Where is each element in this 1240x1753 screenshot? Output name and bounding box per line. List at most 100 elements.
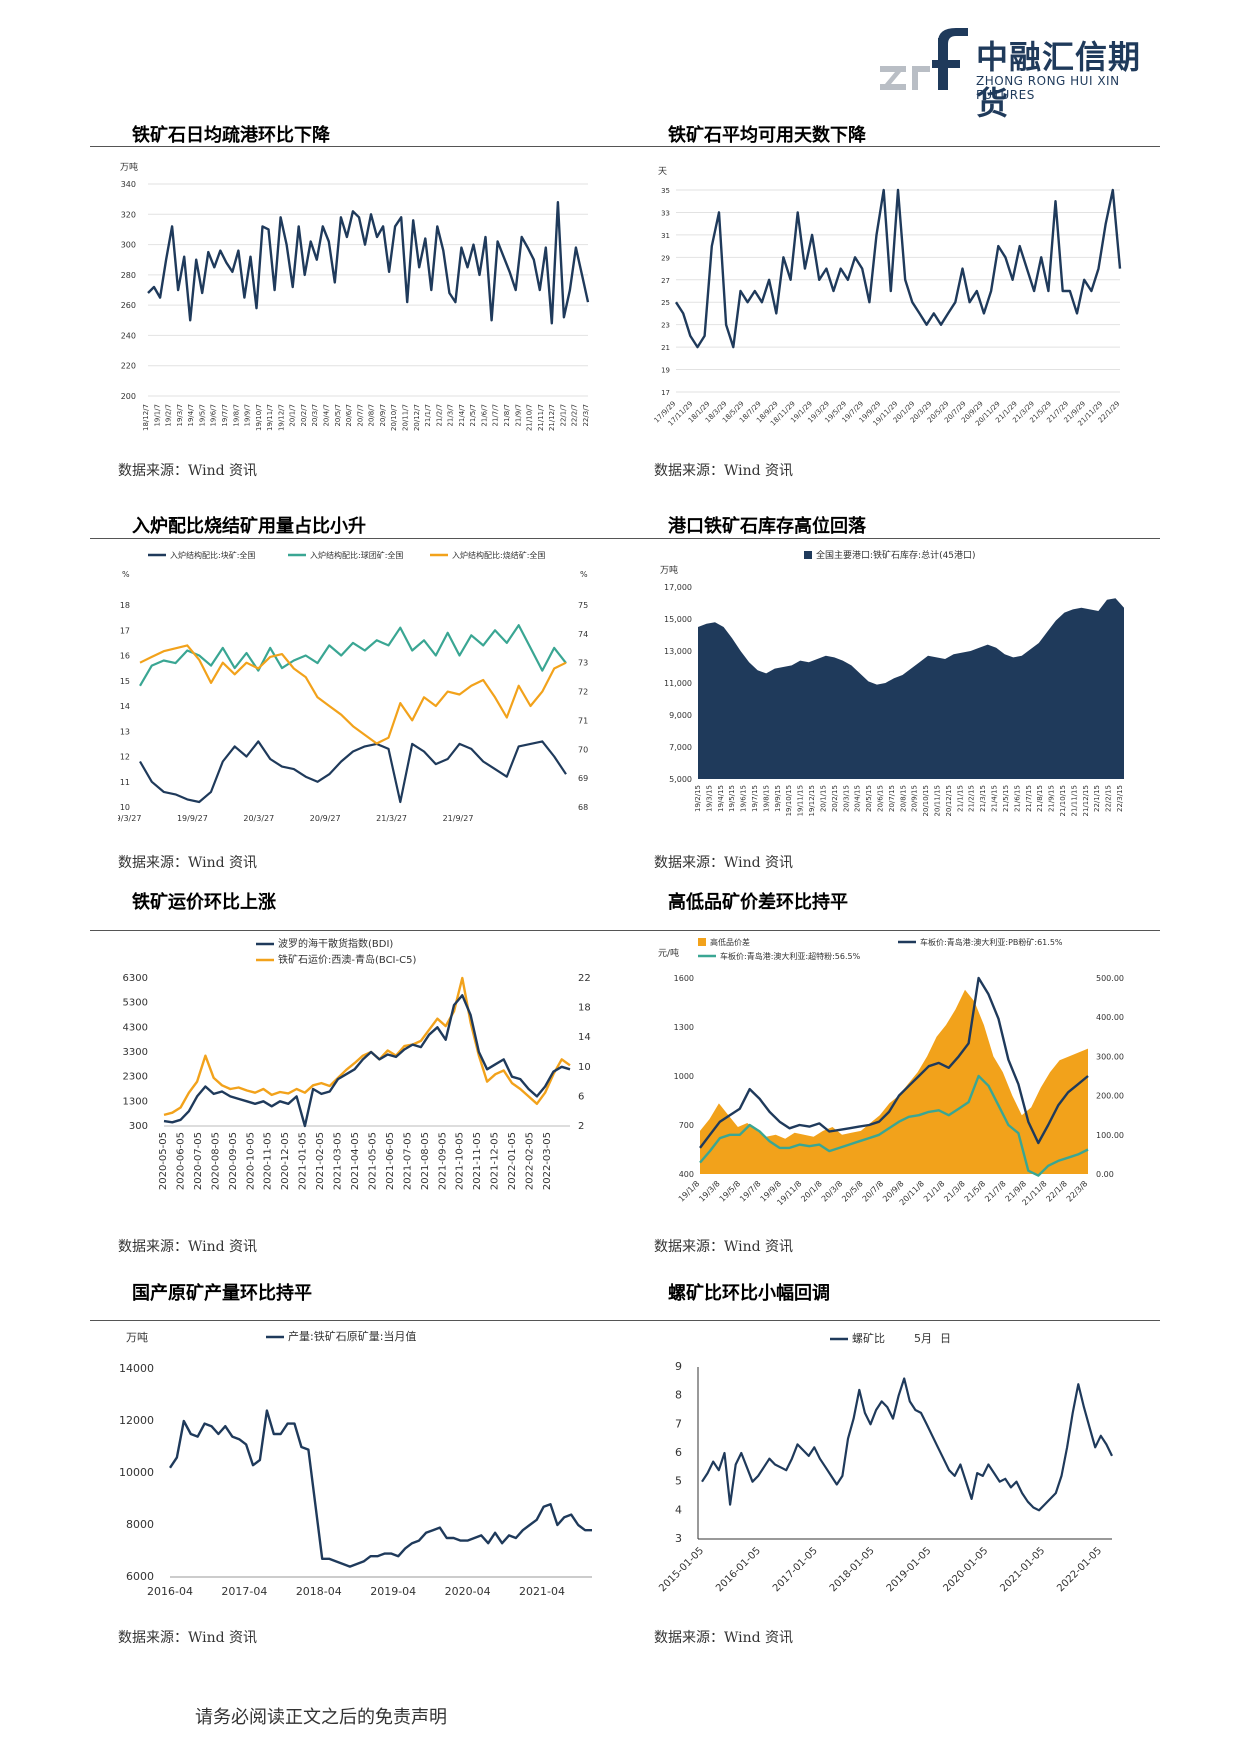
- chart-available-days: 天 17 19 21 23 25 27 29 31 33 35 17/9/29 17/11/29 18/1…: [654, 160, 1134, 445]
- y-tick-label: 16: [120, 652, 130, 661]
- x-tick-label: 19/6/7: [210, 404, 218, 427]
- y-tick-label: 3300: [123, 1047, 148, 1058]
- x-tick-label: 2020-09-05: [228, 1132, 239, 1190]
- series-line: [163, 994, 571, 1128]
- chart-grade-spread: 高低品价差 车板价:青岛港:澳大利亚:PB粉矿:61.5% 车板价:青岛港:澳大利亚…: [654, 934, 1134, 1224]
- series-line: [699, 976, 1089, 1149]
- y-tick-label: 18: [120, 601, 130, 610]
- y-tick-label: 340: [121, 180, 136, 189]
- y-tick-label: 71: [578, 716, 588, 725]
- x-tick-label: 19/2/15: [694, 785, 702, 812]
- x-tick-label: 22/1/8: [1044, 1179, 1069, 1204]
- chart-shipments: 万吨 200 220 240 260 280 300 320 340 18/12/7 19/1/7 1…: [118, 160, 598, 445]
- x-tick-label: 21/1/7: [424, 404, 432, 427]
- y-tick-label: 75: [578, 601, 588, 610]
- panel-title-8: 螺矿比环比小幅回调: [668, 1283, 830, 1304]
- y-tick-label: 10000: [119, 1466, 154, 1479]
- legend-label: 入炉结构配比:球团矿:全国: [310, 550, 403, 560]
- x-tick-label: 2021-09-05: [437, 1132, 448, 1190]
- x-tick-label: 20/9/7: [379, 404, 387, 427]
- panel-title-3: 入炉配比烧结矿用量占比小升: [132, 516, 366, 537]
- series-area: [698, 598, 1124, 779]
- y-tick-label: 400: [679, 1170, 694, 1179]
- x-tick-label: 19/5/8: [718, 1179, 743, 1204]
- x-tick-label: 21/4/7: [458, 404, 466, 427]
- series-line: [169, 1409, 592, 1568]
- x-tick-label: 19/1/8: [677, 1179, 702, 1204]
- x-tick-label: 21/4/15: [991, 785, 999, 812]
- x-tick-label: 2020-06-05: [176, 1132, 187, 1190]
- x-tick-label: 21/5/7: [469, 404, 477, 427]
- axis-unit: 天: [658, 167, 667, 177]
- x-tick-label: 19/1/7: [153, 404, 161, 427]
- x-tick-label: 20/6/15: [877, 785, 885, 812]
- y-tick-label: 200.00: [1096, 1092, 1124, 1101]
- series-line: [139, 624, 567, 687]
- chart-svg: 螺矿比 5月 日 3 4 5 6 7 8 9 2015-01-05 2016-01-05 2017-01…: [657, 1332, 1113, 1594]
- x-tick-label: 20/3/15: [842, 785, 850, 812]
- data-source-1: 数据来源：Wind 资讯: [118, 463, 258, 479]
- y-tick-label: 9,000: [669, 711, 692, 720]
- y-tick-label: 17: [120, 626, 130, 635]
- y-tick-label: 3: [675, 1532, 682, 1545]
- y-tick-label: 11: [120, 778, 130, 787]
- legend-swatch: [804, 551, 812, 559]
- data-source-3: 数据来源：Wind 资讯: [118, 855, 258, 871]
- y-tick-label: 5300: [123, 998, 148, 1009]
- legend-label: 螺矿比: [852, 1332, 885, 1345]
- x-tick-label: 2016-04: [147, 1585, 193, 1598]
- x-tick-label: 20/4/15: [854, 785, 862, 812]
- x-tick-label: 19/12/15: [808, 785, 816, 816]
- chart-furnace-ratio: 入炉结构配比:块矿:全国 入炉结构配比:球团矿:全国 入炉结构配比:烧结矿:全国%%…: [118, 545, 598, 830]
- x-tick-label: 22/3/7: [582, 404, 590, 427]
- y-tick-label: 6300: [123, 973, 148, 984]
- series-line: [139, 644, 567, 745]
- series-line: [674, 188, 1122, 349]
- y-tick-label: 6: [578, 1091, 584, 1102]
- legend-label: 铁矿石运价:西澳-青岛(BCI-C5): [278, 953, 416, 966]
- title-rule: [90, 930, 1160, 931]
- y-tick-label: 19: [661, 367, 670, 375]
- y-tick-label: 73: [578, 659, 588, 668]
- y-tick-label: 13: [120, 727, 130, 736]
- y-tick-label: 6: [675, 1446, 682, 1459]
- axis-unit: %: [122, 570, 130, 579]
- x-tick-label: 21/3/7: [447, 404, 455, 427]
- x-tick-label: 21/6/7: [481, 404, 489, 427]
- y-tick-label: 7: [675, 1417, 682, 1430]
- y-tick-label: 100.00: [1096, 1131, 1124, 1140]
- y-tick-label: 8000: [126, 1518, 154, 1531]
- x-tick-label: 20/2/7: [300, 404, 308, 427]
- x-tick-label: 2021-07-05: [402, 1132, 413, 1190]
- legend-swatch: [698, 938, 706, 946]
- x-tick-label: 2021-04: [519, 1585, 565, 1598]
- x-tick-label: 19/3/15: [705, 785, 713, 812]
- axis-unit: 万吨: [120, 161, 138, 173]
- x-tick-label: 22/2/7: [571, 404, 579, 427]
- x-tick-label: 20/6/7: [345, 404, 353, 427]
- axis-unit: 万吨: [126, 1331, 148, 1344]
- x-tick-label: 19/3/27: [118, 814, 141, 823]
- x-tick-label: 19/4/15: [717, 785, 725, 812]
- x-tick-label: 21/3/27: [376, 814, 407, 823]
- x-tick-label: 22/3/8: [1065, 1179, 1090, 1204]
- x-tick-label: 21/1/8: [922, 1179, 947, 1204]
- y-tick-label: 700: [679, 1121, 694, 1130]
- y-tick-label: 72: [578, 688, 588, 697]
- x-tick-label: 21/5/8: [963, 1179, 988, 1204]
- x-tick-label: 21/7/15: [1025, 785, 1033, 812]
- x-tick-label: 2018-04: [296, 1585, 342, 1598]
- x-tick-label: 2020-08-05: [210, 1132, 221, 1190]
- x-tick-label: 20/3/8: [820, 1179, 845, 1204]
- y-tick-label: 21: [661, 344, 670, 352]
- x-tick-label: 21/9/27: [443, 814, 474, 823]
- x-tick-label: 20/5/15: [865, 785, 873, 812]
- x-tick-label: 2020-12-05: [280, 1132, 291, 1190]
- x-tick-label: 20/11/7: [402, 404, 410, 431]
- company-name-en: ZHONG RONG HUI XIN FUTURES: [976, 74, 1120, 102]
- x-tick-label: 2020-10-05: [245, 1132, 256, 1190]
- panel-title-2: 铁矿石平均可用天数下降: [668, 125, 866, 146]
- x-tick-label: 21/11/7: [537, 404, 545, 431]
- x-tick-label: 21/11/15: [1070, 785, 1078, 816]
- x-tick-label: 21/9/15: [1048, 785, 1056, 812]
